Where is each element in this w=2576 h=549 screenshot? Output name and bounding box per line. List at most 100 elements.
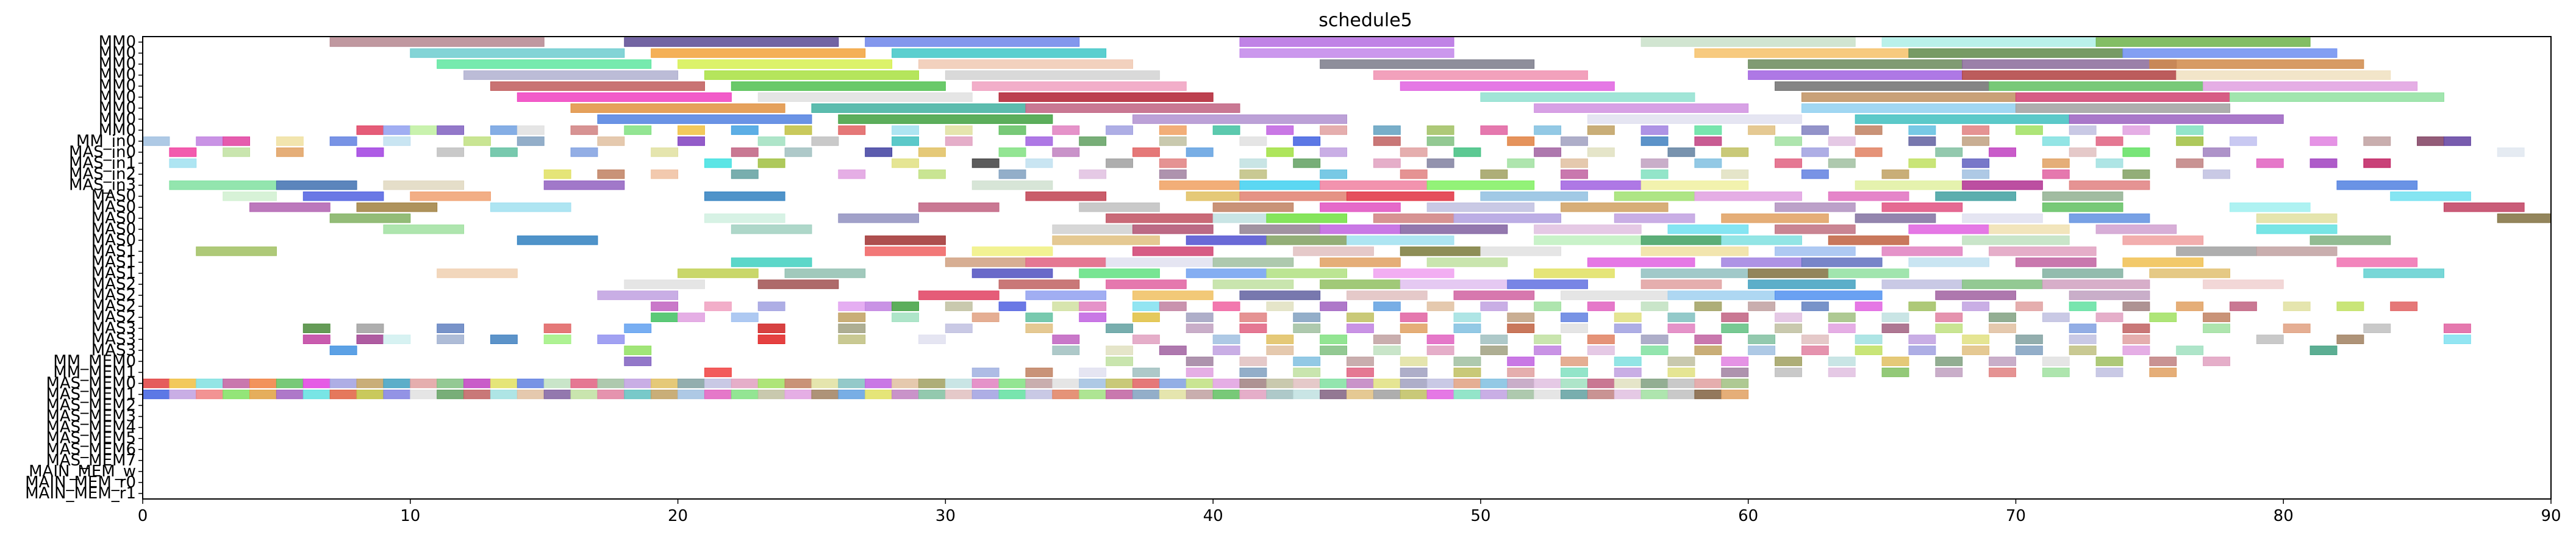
task-bar <box>1400 312 1428 322</box>
task-bar <box>2390 301 2418 311</box>
task-bar <box>2069 334 2097 345</box>
task-bar <box>1534 235 1642 245</box>
task-bar <box>2015 345 2043 356</box>
task-bar <box>1186 378 1214 389</box>
task-bar <box>1106 345 1133 356</box>
y-tick-label: MAS0 <box>91 220 136 239</box>
task-bar <box>1721 389 1749 400</box>
task-bar <box>2176 70 2391 80</box>
task-bar <box>2015 301 2043 311</box>
task-bar <box>1212 214 1267 223</box>
task-bar <box>971 389 1000 400</box>
task-bar <box>1775 203 1856 212</box>
task-bar <box>624 279 705 289</box>
task-bar <box>784 268 866 278</box>
task-bar <box>1347 235 1454 245</box>
task-bar <box>1025 191 1107 201</box>
task-bar <box>1507 312 1535 322</box>
task-bar <box>2042 136 2070 146</box>
task-bar <box>1239 48 1454 58</box>
task-bar <box>971 246 1053 256</box>
task-bar <box>892 158 919 168</box>
task-bar <box>1373 334 1401 345</box>
task-bar <box>2203 147 2230 157</box>
task-bar <box>169 378 197 389</box>
task-bar <box>2256 224 2338 234</box>
task-bar <box>1721 169 1749 179</box>
task-bar <box>1962 301 1990 311</box>
task-bar <box>971 268 1053 278</box>
task-bar <box>142 378 170 389</box>
task-bar <box>2203 323 2230 333</box>
task-bar <box>2336 180 2418 190</box>
task-bar <box>2069 114 2284 124</box>
task-bar <box>1640 378 1669 389</box>
task-bar <box>1721 323 1749 333</box>
task-bar <box>1989 356 2016 367</box>
task-bar <box>2309 136 2338 146</box>
task-bar <box>1426 125 1454 135</box>
task-bar <box>678 125 705 135</box>
task-bar <box>1534 334 1562 345</box>
task-bar <box>892 389 919 400</box>
task-bar <box>1881 203 1963 212</box>
task-bar <box>1347 367 1374 378</box>
task-bar <box>1266 345 1294 356</box>
task-bar <box>1239 367 1267 378</box>
task-bar <box>1480 125 1508 135</box>
y-tick-label: MAS3 <box>91 319 136 337</box>
task-bar <box>2229 301 2257 311</box>
task-bar <box>1694 158 1722 168</box>
task-bar <box>2176 345 2204 356</box>
task-bar <box>2443 203 2525 212</box>
task-bar <box>2363 158 2391 168</box>
task-bar <box>1212 334 1240 345</box>
task-bar <box>1373 389 1401 400</box>
task-bar <box>2069 323 2097 333</box>
task-bar <box>1212 125 1240 135</box>
task-bar <box>1052 345 1080 356</box>
task-bar <box>410 125 438 135</box>
task-bar <box>1694 345 1722 356</box>
task-bar <box>1159 158 1187 168</box>
task-bar <box>1239 290 1321 300</box>
task-bar <box>624 378 652 389</box>
task-bar <box>1106 257 1214 267</box>
task-bar <box>1239 356 1267 367</box>
task-bar <box>1935 356 1963 367</box>
task-bar <box>249 203 331 212</box>
task-bar <box>811 378 839 389</box>
task-bar <box>2229 92 2444 102</box>
task-bar <box>757 158 785 168</box>
y-tick-label: MM_MEM1 <box>53 363 136 381</box>
task-bar <box>1507 279 1588 289</box>
task-bar <box>1186 147 1214 157</box>
task-bar <box>1212 257 1294 267</box>
task-bar <box>543 180 625 190</box>
task-bar <box>276 147 304 157</box>
task-bar <box>1989 147 2016 157</box>
task-bar <box>1962 345 1990 356</box>
task-bar <box>543 323 571 333</box>
task-bar <box>838 214 919 223</box>
task-bar <box>971 158 1000 168</box>
task-bar <box>1962 235 2070 245</box>
task-bar <box>1453 214 1562 223</box>
task-bar <box>1908 125 1936 135</box>
task-bar <box>1935 367 1963 378</box>
task-bar <box>2497 147 2525 157</box>
task-bar <box>1748 301 1776 311</box>
task-bar <box>1239 323 1267 333</box>
task-bar <box>1106 356 1133 367</box>
task-bar <box>1400 246 1481 256</box>
task-bar <box>2176 246 2257 256</box>
task-bar <box>1320 59 1535 69</box>
task-bar <box>1614 356 1642 367</box>
task-bar <box>1373 301 1401 311</box>
x-tick-label: 40 <box>1203 507 1223 525</box>
task-bar <box>1640 235 1722 245</box>
task-bar <box>329 136 357 146</box>
task-bar <box>1534 125 1562 135</box>
task-bar <box>1534 301 1562 311</box>
task-bar <box>2122 345 2150 356</box>
